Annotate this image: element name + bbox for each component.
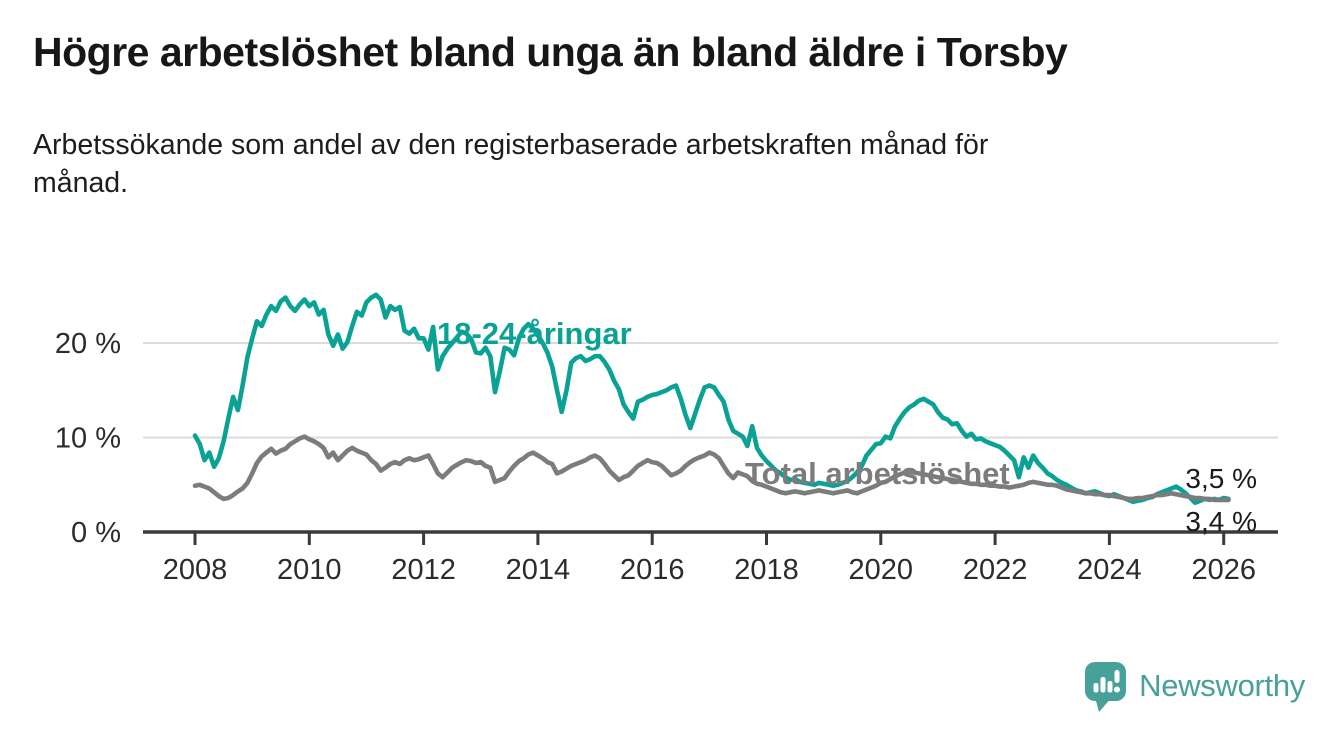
chart-header: Högre arbetslöshet bland unga än bland ä…	[33, 30, 1313, 203]
last-value-label-total: 3,4 %	[1185, 506, 1257, 537]
x-tick-label-2020: 2020	[849, 554, 914, 586]
x-tick-label-2024: 2024	[1077, 554, 1142, 586]
x-tick-label-2014: 2014	[506, 554, 571, 586]
chart-subtitle: Arbetssökande som andel av den registerb…	[33, 129, 989, 200]
series-line-total	[192, 434, 1231, 503]
series-label-total: Total arbetslöshet	[745, 456, 1010, 491]
brand-name: Newsworthy	[1139, 668, 1305, 703]
y-tick-label-0: 0 %	[71, 517, 121, 549]
x-tick-label-2018: 2018	[734, 554, 799, 586]
x-tick-label-2010: 2010	[277, 554, 342, 586]
newsworthy-speech-bubble-bars-icon	[1085, 662, 1127, 712]
x-tick-label-2008: 2008	[163, 554, 228, 586]
last-value-label-young: 3,5 %	[1185, 463, 1257, 494]
y-tick-label-10: 10 %	[55, 423, 121, 455]
brand-footer: Newsworthy	[1082, 659, 1305, 713]
x-tick-label-2012: 2012	[391, 554, 456, 586]
chart-title: Högre arbetslöshet bland unga än bland ä…	[33, 29, 1068, 75]
series-label-young: 18-24-åringar	[437, 316, 632, 351]
series-line-young	[192, 292, 1231, 506]
x-tick-label-2026: 2026	[1191, 554, 1256, 586]
x-tick-label-2022: 2022	[963, 554, 1028, 586]
x-tick-label-2016: 2016	[620, 554, 685, 586]
y-tick-label-20: 20 %	[55, 328, 121, 360]
